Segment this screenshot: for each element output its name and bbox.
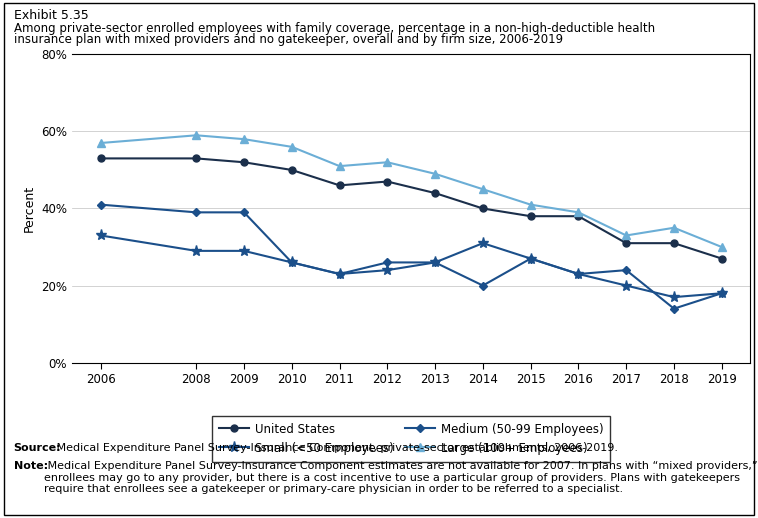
Text: Source:: Source: bbox=[14, 443, 61, 453]
Y-axis label: Percent: Percent bbox=[23, 185, 36, 232]
Text: Medical Expenditure Panel Survey-Insurance Component estimates are not available: Medical Expenditure Panel Survey-Insuran… bbox=[44, 461, 757, 494]
Legend: United States, Small (<50 Employees), Medium (50-99 Employees), Large (100+ Empl: United States, Small (<50 Employees), Me… bbox=[212, 416, 610, 463]
Text: Note:: Note: bbox=[14, 461, 48, 471]
Text: Among private-sector enrolled employees with family coverage, percentage in a no: Among private-sector enrolled employees … bbox=[14, 22, 655, 35]
Text: insurance plan with mixed providers and no gatekeeper, overall and by firm size,: insurance plan with mixed providers and … bbox=[14, 33, 562, 46]
Text: Exhibit 5.35: Exhibit 5.35 bbox=[14, 9, 89, 22]
Text: Medical Expenditure Panel Survey-Insurance Component, private-sector establishme: Medical Expenditure Panel Survey-Insuran… bbox=[53, 443, 618, 453]
